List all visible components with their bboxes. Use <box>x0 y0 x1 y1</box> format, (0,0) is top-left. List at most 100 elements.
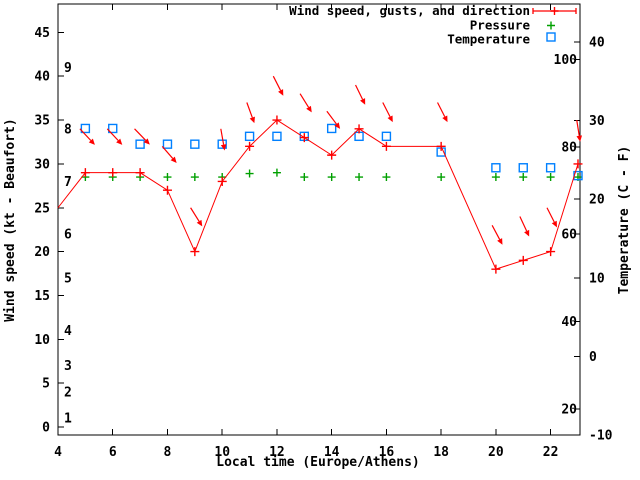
gust-arrow-head <box>387 115 393 123</box>
wind-speed-marker <box>217 176 227 186</box>
kt-tick-label: 35 <box>34 114 50 129</box>
kt-tick-label: 20 <box>34 245 50 260</box>
pressure-marker <box>437 173 446 182</box>
kt-tick-label: 30 <box>34 157 50 172</box>
temperature-marker <box>190 139 200 149</box>
gust-arrow-shaft <box>161 145 174 159</box>
gust-arrow-shaft <box>382 102 391 118</box>
beaufort-label: 3 <box>64 359 72 374</box>
x-tick-label: 14 <box>324 445 340 460</box>
legend: Wind speed, gusts, and direction Pressur… <box>289 3 530 47</box>
gust-arrow-head <box>524 229 530 237</box>
gust-arrow-shaft <box>436 102 446 118</box>
kt-tick-label: 15 <box>34 289 50 304</box>
plot-area: 4 6 8 10 12 14 16 18 20 2205101520253035404512345… <box>34 3 613 460</box>
kt-tick-label: 40 <box>34 70 50 85</box>
x-tick-label: 20 <box>488 445 504 460</box>
temperature-marker <box>381 131 392 142</box>
gust-arrow-head <box>143 138 150 145</box>
wind-speed-marker <box>80 168 90 178</box>
gust-arrow-head <box>196 219 203 227</box>
gust-arrow-shaft <box>134 128 147 141</box>
beaufort-label: 8 <box>64 122 72 137</box>
gust-arrow-shaft <box>106 128 119 141</box>
beaufort-label: 7 <box>64 175 72 190</box>
pressure-marker <box>355 173 364 182</box>
temperature-marker <box>518 163 528 173</box>
gust-arrow-head <box>88 138 95 145</box>
beaufort-label: 9 <box>64 61 72 76</box>
wind-speed-marker <box>108 168 118 178</box>
kt-tick-label: 25 <box>34 201 50 216</box>
gust-arrow-shaft <box>220 128 225 145</box>
wind-speed-marker <box>162 185 172 195</box>
fahrenheit-tick-label: 100 <box>554 53 578 68</box>
celsius-tick-label: 40 <box>589 36 605 51</box>
fahrenheit-tick-label: 80 <box>561 140 577 155</box>
gust-arrow-shaft <box>190 207 200 222</box>
gust-arrow-shaft <box>272 75 282 91</box>
temperature-marker <box>80 123 91 134</box>
gust-arrow-head <box>442 115 448 123</box>
pressure-marker <box>272 168 281 177</box>
pressure-marker <box>190 173 199 182</box>
pressure-marker <box>546 173 555 182</box>
gust-arrow-shaft <box>546 207 555 223</box>
legend-label-wind: Wind speed, gusts, and direction <box>289 3 530 18</box>
wind-speed-marker <box>491 264 501 274</box>
temperature-marker <box>162 139 173 149</box>
temperature-marker <box>272 131 282 142</box>
wind-speed-marker <box>381 141 391 151</box>
gust-arrow-head <box>249 116 255 124</box>
kt-tick-label: 45 <box>34 26 50 41</box>
beaufort-label: 6 <box>64 228 72 243</box>
gust-arrow-shaft <box>576 119 580 136</box>
wind-speed-marker <box>436 141 446 151</box>
gust-arrow-shaft <box>355 84 364 100</box>
wind-speed-marker <box>299 133 309 143</box>
pressure-marker <box>163 173 172 182</box>
beaufort-label: 4 <box>64 324 72 339</box>
wind-speed-marker <box>573 159 583 169</box>
gust-arrow-head <box>220 144 227 151</box>
gust-arrow-shaft <box>299 93 310 108</box>
wind-speed-marker <box>245 141 255 151</box>
temperature-marker <box>108 123 118 134</box>
legend-label-pressure: Pressure <box>470 18 531 33</box>
wind-speed-marker <box>135 168 145 178</box>
temperature-marker <box>354 131 364 142</box>
legend-sample-temperature-marker <box>546 32 556 42</box>
celsius-tick-label: -10 <box>589 429 613 444</box>
gust-arrow-shaft <box>79 128 92 141</box>
wind-speed-marker <box>354 124 364 134</box>
temperature-marker <box>491 163 501 173</box>
gust-arrow-shaft <box>519 216 528 232</box>
kt-tick-label: 5 <box>42 377 50 392</box>
x-tick-label: 4 <box>54 445 62 460</box>
pressure-marker <box>519 173 528 182</box>
celsius-tick-label: 0 <box>589 350 597 365</box>
temperature-marker <box>545 163 556 173</box>
y-axis-title-right: Temperature (C - F) <box>617 146 632 295</box>
wind-speed-marker <box>518 255 528 265</box>
celsius-tick-label: 20 <box>589 193 605 208</box>
gust-arrow-shaft <box>246 102 253 118</box>
legend-label-temperature: Temperature <box>447 32 530 47</box>
wind-speed-marker <box>546 247 556 257</box>
gust-arrow-shaft <box>326 110 337 125</box>
pressure-marker <box>327 173 336 182</box>
gust-arrow-head <box>360 98 366 105</box>
x-tick-label: 22 <box>543 445 559 460</box>
gust-arrow-head <box>334 122 341 129</box>
beaufort-label: 1 <box>64 412 72 427</box>
fahrenheit-tick-label: 20 <box>561 402 577 417</box>
celsius-tick-label: 30 <box>589 114 605 129</box>
x-tick-label: 12 <box>269 445 285 460</box>
x-tick-label: 8 <box>164 445 172 460</box>
fahrenheit-tick-label: 60 <box>561 228 577 243</box>
x-tick-label: 16 <box>379 445 395 460</box>
wind-speed-line <box>57 119 579 270</box>
gust-arrow-head <box>278 89 284 96</box>
